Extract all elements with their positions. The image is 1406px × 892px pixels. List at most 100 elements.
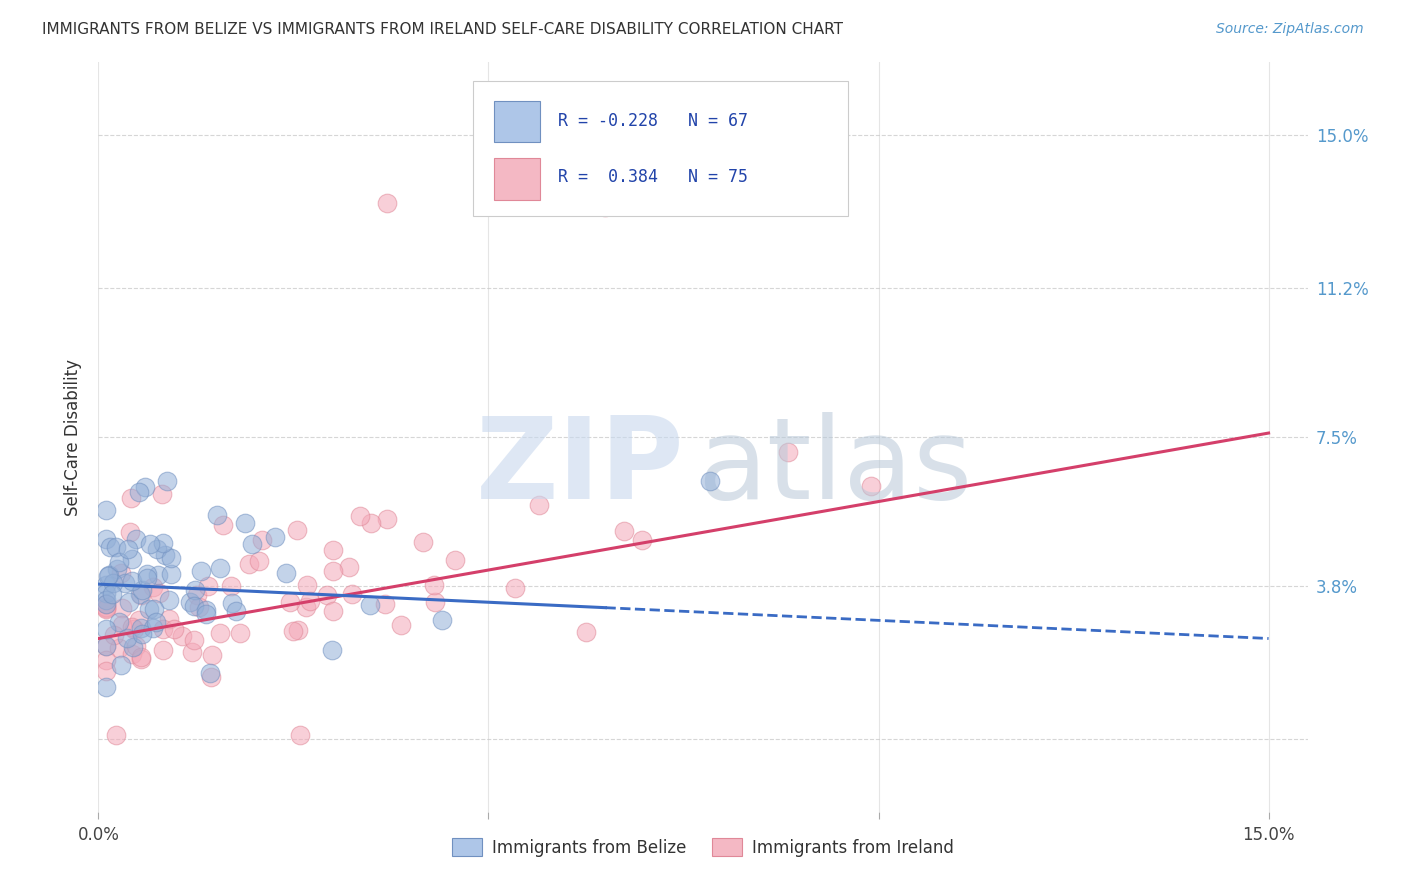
Point [159,612,181,626]
Point [322,604,344,618]
Text: Source: ZipAtlas.com: Source: ZipAtlas.com [1216,22,1364,37]
Point [120,491,142,506]
Point [107,641,129,656]
Point [423,595,446,609]
Point [778,445,800,459]
Point [242,537,264,551]
Point [200,670,222,684]
Point [221,596,243,610]
Point [229,626,252,640]
Point [97,569,120,583]
Point [423,578,446,592]
Point [595,201,617,215]
Point [148,568,170,582]
Point [128,485,150,500]
Point [121,574,143,588]
Point [575,624,598,639]
Point [157,593,180,607]
Point [138,601,160,615]
Bar [494,101,540,142]
Point [172,629,194,643]
Point [96,593,118,607]
Point [96,602,118,616]
Text: R =  0.384   N = 75: R = 0.384 N = 75 [558,168,748,186]
Point [139,537,162,551]
Bar [494,159,540,200]
Point [104,540,127,554]
Point [859,478,882,492]
Point [337,560,360,574]
Point [103,628,125,642]
Point [225,604,247,618]
Point [432,613,454,627]
Point [115,631,138,645]
Point [110,658,132,673]
Point [153,548,176,562]
Point [117,595,139,609]
Legend: Immigrants from Belize, Immigrants from Ireland: Immigrants from Belize, Immigrants from … [446,832,960,863]
Point [233,516,256,530]
Point [699,474,721,488]
Text: atlas: atlas [697,411,972,523]
Point [527,499,550,513]
Point [287,624,309,638]
Point [630,533,652,547]
Point [131,583,153,598]
Point [105,562,128,576]
Point [252,533,274,548]
Point [195,603,218,617]
Point [148,585,170,599]
Point [299,594,322,608]
Point [209,561,232,575]
Point [121,551,143,566]
Text: IMMIGRANTS FROM BELIZE VS IMMIGRANTS FROM IRELAND SELF-CARE DISABILITY CORRELATI: IMMIGRANTS FROM BELIZE VS IMMIGRANTS FRO… [42,22,844,37]
Point [201,648,224,662]
Point [136,571,159,585]
Point [444,553,467,567]
Point [146,542,169,557]
Point [98,568,121,582]
Point [374,598,396,612]
Point [101,575,124,590]
Point [129,622,152,636]
Point [110,566,132,580]
Point [197,579,219,593]
Point [179,595,201,609]
Point [613,524,636,539]
Point [156,474,179,488]
Point [107,555,129,569]
Point [276,566,298,580]
Point [142,580,165,594]
Point [278,595,301,609]
Point [205,508,228,522]
Point [96,578,118,592]
Point [183,633,205,648]
Point [96,532,118,546]
Point [108,615,131,630]
Point [322,543,344,558]
Point [159,566,181,581]
Point [412,534,434,549]
Point [142,621,165,635]
Point [131,627,153,641]
Point [322,564,344,578]
Point [195,607,218,622]
Point [389,617,412,632]
Point [295,578,318,592]
Point [135,566,157,581]
Point [159,551,181,566]
Point [184,582,207,597]
Point [188,599,211,614]
Point [264,530,287,544]
Point [96,639,118,653]
Text: ZIP: ZIP [477,411,685,523]
Point [142,601,165,615]
Point [96,597,118,611]
Point [190,564,212,578]
Point [118,525,141,540]
Point [121,640,143,655]
Point [503,581,526,595]
Point [288,728,311,742]
Point [152,536,174,550]
Point [349,509,371,524]
